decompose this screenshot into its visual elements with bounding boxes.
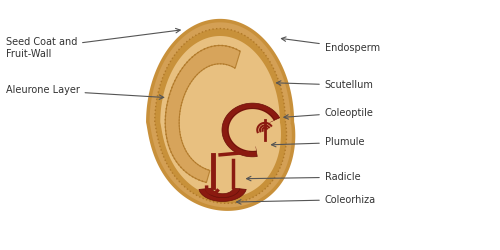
Text: Seed Coat and
Fruit-Wall: Seed Coat and Fruit-Wall bbox=[6, 28, 180, 59]
Text: Endosperm: Endosperm bbox=[282, 37, 380, 53]
Text: Coleorhiza: Coleorhiza bbox=[236, 194, 376, 204]
Polygon shape bbox=[160, 36, 281, 198]
Polygon shape bbox=[228, 108, 274, 152]
Polygon shape bbox=[206, 188, 240, 198]
Text: Scutellum: Scutellum bbox=[276, 80, 374, 90]
Polygon shape bbox=[199, 189, 246, 202]
Polygon shape bbox=[222, 103, 280, 157]
Text: Aleurone Layer: Aleurone Layer bbox=[6, 85, 164, 99]
Text: Coleoptile: Coleoptile bbox=[284, 108, 374, 119]
Text: Radicle: Radicle bbox=[246, 172, 360, 182]
Polygon shape bbox=[155, 28, 286, 203]
Polygon shape bbox=[148, 20, 294, 209]
Polygon shape bbox=[229, 109, 274, 151]
Text: Plumule: Plumule bbox=[272, 138, 364, 147]
Polygon shape bbox=[165, 46, 240, 182]
